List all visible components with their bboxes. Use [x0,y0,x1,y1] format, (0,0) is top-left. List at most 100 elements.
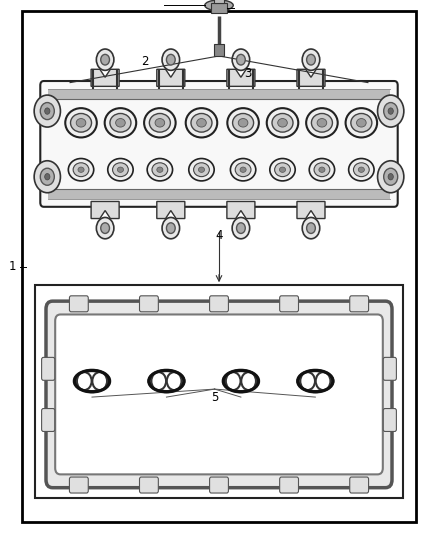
Ellipse shape [149,370,184,392]
Circle shape [384,102,398,119]
Ellipse shape [152,163,168,176]
Bar [282,298,297,310]
FancyBboxPatch shape [139,477,158,493]
Ellipse shape [298,370,333,392]
Bar [214,0,224,3]
Polygon shape [91,201,119,219]
FancyBboxPatch shape [55,314,383,474]
Ellipse shape [117,167,124,172]
Ellipse shape [311,114,332,132]
Circle shape [45,174,50,180]
Circle shape [152,372,166,390]
Ellipse shape [149,114,170,132]
Ellipse shape [270,158,295,181]
Circle shape [77,372,92,390]
Circle shape [40,168,54,185]
FancyBboxPatch shape [69,477,88,493]
FancyBboxPatch shape [350,296,369,312]
FancyBboxPatch shape [280,296,299,312]
FancyBboxPatch shape [69,296,88,312]
Text: 3: 3 [244,67,251,80]
Circle shape [302,217,320,239]
Ellipse shape [319,167,325,172]
FancyBboxPatch shape [350,477,369,493]
Ellipse shape [186,108,217,138]
Ellipse shape [74,370,110,392]
Circle shape [232,217,250,239]
Ellipse shape [230,158,256,181]
Circle shape [96,49,114,70]
Circle shape [40,102,54,119]
FancyBboxPatch shape [209,296,229,312]
Bar [48,89,390,99]
Circle shape [101,54,110,65]
Polygon shape [91,69,119,86]
Polygon shape [297,69,325,86]
Bar [211,298,226,310]
Circle shape [237,223,245,233]
Ellipse shape [65,108,97,138]
Ellipse shape [351,114,372,132]
Ellipse shape [357,118,366,127]
Ellipse shape [147,158,173,181]
Circle shape [237,54,245,65]
Ellipse shape [227,108,259,138]
Ellipse shape [144,108,176,138]
Text: 1: 1 [8,260,16,273]
Ellipse shape [191,114,212,132]
Ellipse shape [157,167,163,172]
Ellipse shape [223,370,258,392]
Circle shape [96,217,114,239]
Bar [211,3,227,13]
FancyBboxPatch shape [40,81,398,207]
Ellipse shape [73,163,89,176]
Circle shape [378,161,404,193]
Polygon shape [297,201,325,219]
Circle shape [166,54,175,65]
Circle shape [378,95,404,127]
Ellipse shape [279,167,286,172]
Bar [352,298,367,310]
Circle shape [307,223,315,233]
Ellipse shape [108,158,133,181]
Ellipse shape [197,118,206,127]
Ellipse shape [198,167,205,172]
Bar [214,44,224,56]
Circle shape [388,108,393,114]
Text: 2: 2 [141,55,148,68]
Ellipse shape [314,163,330,176]
Circle shape [167,372,181,390]
Ellipse shape [278,118,287,127]
Ellipse shape [76,118,86,127]
Circle shape [45,108,50,114]
Ellipse shape [235,163,251,176]
Circle shape [384,168,398,185]
Circle shape [232,49,250,70]
Ellipse shape [105,108,136,138]
Polygon shape [227,201,255,219]
Ellipse shape [358,167,364,172]
FancyBboxPatch shape [42,408,55,432]
Ellipse shape [346,108,377,138]
Circle shape [34,95,60,127]
Circle shape [92,372,107,390]
Polygon shape [227,69,255,86]
Ellipse shape [189,158,214,181]
Circle shape [302,49,320,70]
FancyBboxPatch shape [46,301,392,488]
Ellipse shape [113,163,128,176]
FancyBboxPatch shape [383,357,396,381]
Text: 4: 4 [215,229,223,242]
Ellipse shape [116,118,125,127]
FancyBboxPatch shape [139,296,158,312]
Ellipse shape [353,163,369,176]
Circle shape [101,223,110,233]
Circle shape [316,372,330,390]
Text: 5: 5 [211,391,218,403]
Circle shape [241,372,256,390]
Ellipse shape [155,118,165,127]
Circle shape [34,161,60,193]
Circle shape [226,372,240,390]
Ellipse shape [309,158,335,181]
Polygon shape [157,69,185,86]
